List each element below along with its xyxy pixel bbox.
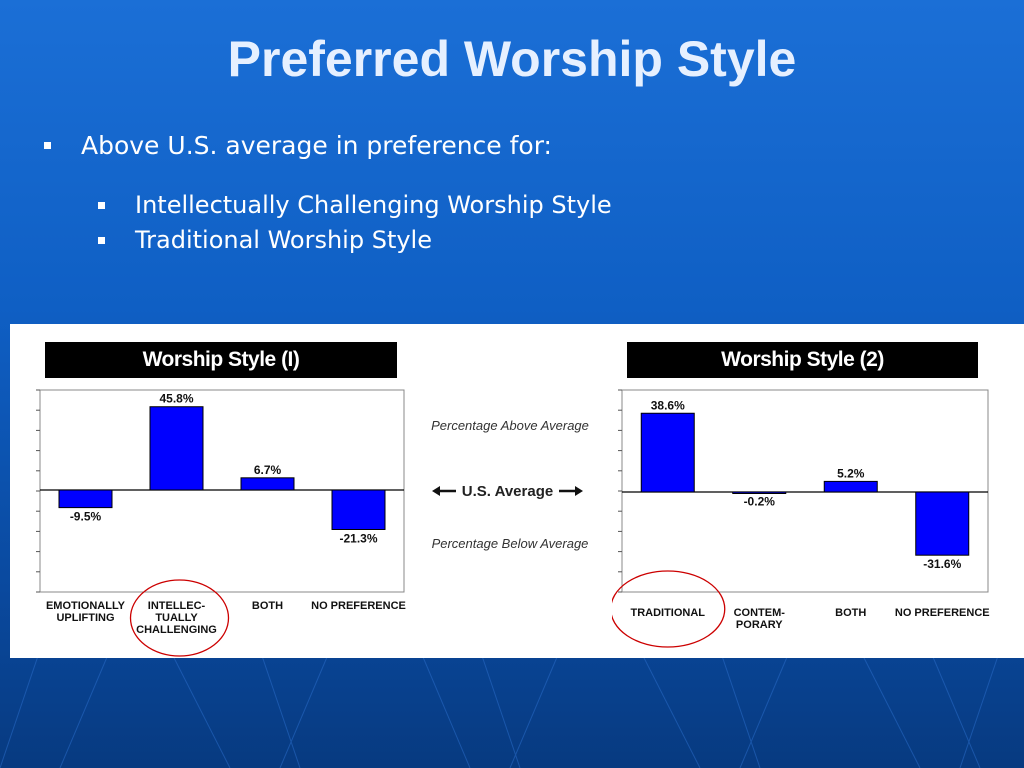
- category-label: NO PREFERENCE: [895, 607, 990, 619]
- arrow-right-icon: [559, 486, 584, 496]
- category-label-line: BOTH: [252, 600, 283, 612]
- below-average-label: Percentage Below Average: [431, 536, 589, 551]
- highlight-circle: [129, 579, 230, 657]
- bullet-square-icon: [98, 201, 105, 209]
- chart-1-title: Worship Style (I): [45, 342, 397, 378]
- category-label-line: TUALLY: [155, 612, 198, 624]
- category-label: TRADITIONAL: [630, 607, 705, 619]
- category-label-line: UPLIFTING: [56, 612, 114, 624]
- value-label: -9.5%: [70, 510, 102, 524]
- category-label: BOTH: [835, 607, 866, 619]
- category-label: BOTH: [252, 600, 283, 612]
- bar-1: [640, 412, 695, 493]
- sub-bullet-1: Intellectually Challenging Worship Style: [98, 191, 612, 219]
- category-label-line: EMOTIONALLY: [46, 600, 126, 612]
- main-bullet: Above U.S. average in preference for:: [44, 131, 552, 160]
- category-label-line: TRADITIONAL: [630, 607, 705, 619]
- bar-2: [149, 406, 204, 491]
- bar-3: [240, 477, 295, 491]
- chart-2-title: Worship Style (2): [627, 342, 978, 378]
- bar-4: [331, 489, 386, 531]
- highlight-circle: [612, 570, 726, 648]
- value-label: 6.7%: [254, 463, 282, 477]
- category-label-line: CONTEM-: [734, 607, 786, 619]
- bullet-square-icon: [98, 236, 105, 244]
- category-label-line: NO PREFERENCE: [311, 600, 406, 612]
- arrow-left-icon: [431, 486, 456, 496]
- bar-4: [915, 491, 970, 556]
- chart-1-plot: -9.5% EMOTIONALLY UPLIFTING 45.8% INTELLEC-T…: [36, 389, 406, 657]
- category-label: EMOTIONALLY UPLIFTING: [46, 600, 126, 624]
- bar-3: [823, 480, 878, 493]
- us-average-label: U.S. Average: [461, 482, 554, 500]
- category-label-line: BOTH: [835, 607, 866, 619]
- above-average-label: Percentage Above Average: [431, 418, 589, 433]
- value-label: 5.2%: [837, 466, 865, 480]
- bar-1: [58, 489, 113, 509]
- value-label: -31.6%: [923, 557, 961, 571]
- category-label-line: INTELLEC-: [148, 600, 206, 612]
- category-label: INTELLEC-TUALLY CHALLENGING: [136, 600, 217, 636]
- bullet-square-icon: [44, 142, 51, 149]
- sub-bullet-2: Traditional Worship Style: [98, 226, 432, 254]
- main-bullet-text: Above U.S. average in preference for:: [81, 131, 552, 160]
- value-label: 45.8%: [159, 392, 193, 406]
- category-label-line: PORARY: [736, 619, 783, 631]
- category-label-line: NO PREFERENCE: [895, 607, 990, 619]
- bar-2: [732, 491, 787, 494]
- category-label-line: CHALLENGING: [136, 624, 217, 636]
- background-lines: [0, 650, 1001, 768]
- sub-bullet-2-text: Traditional Worship Style: [135, 226, 432, 254]
- category-label: NO PREFERENCE: [311, 600, 406, 612]
- category-label: CONTEM-PORARY: [734, 607, 786, 631]
- value-label: -21.3%: [339, 532, 377, 546]
- slide-title: Preferred Worship Style: [227, 31, 797, 87]
- us-average-marker: U.S. Average: [430, 480, 585, 502]
- value-label: -0.2%: [744, 494, 776, 508]
- sub-bullet-1-text: Intellectually Challenging Worship Style: [135, 191, 612, 219]
- value-label: 38.6%: [651, 398, 685, 412]
- chart-2-plot: 38.6% TRADITIONAL -0.2% CONTEM-PORARY 5.2% BO…: [612, 389, 990, 648]
